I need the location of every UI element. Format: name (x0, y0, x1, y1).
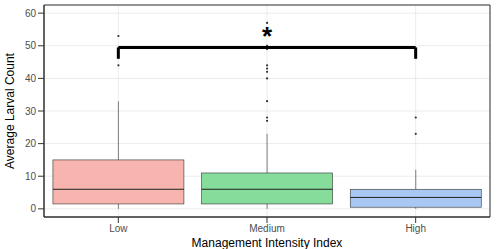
svg-text:0: 0 (30, 203, 36, 214)
svg-text:Average Larval Count: Average Larval Count (8, 52, 17, 169)
svg-text:50: 50 (25, 40, 37, 51)
svg-text:Management Intensity Index: Management Intensity Index (192, 236, 343, 249)
svg-text:40: 40 (25, 73, 37, 84)
svg-text:*: * (262, 21, 273, 51)
svg-text:60: 60 (25, 8, 37, 19)
svg-text:Low: Low (109, 223, 128, 234)
svg-text:10: 10 (25, 171, 37, 182)
svg-text:30: 30 (25, 106, 37, 117)
svg-text:Medium: Medium (249, 223, 285, 234)
svg-text:High: High (405, 223, 426, 234)
svg-text:20: 20 (25, 138, 37, 149)
